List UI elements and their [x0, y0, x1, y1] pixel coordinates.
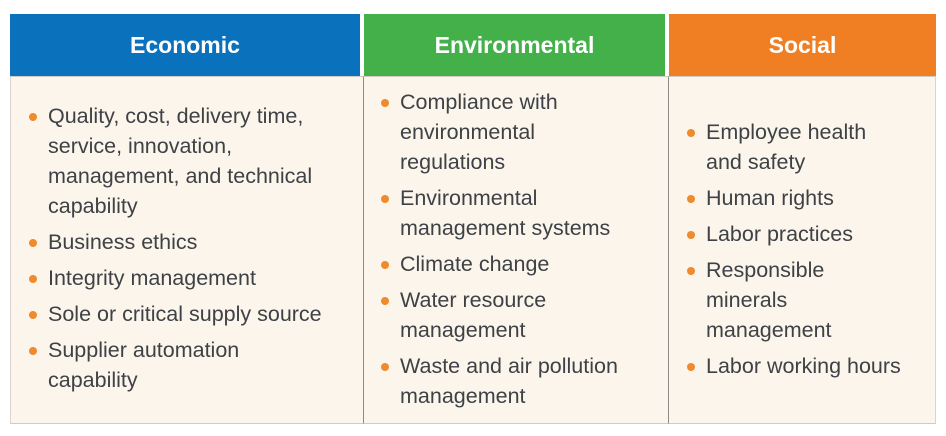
sustainability-criteria-table: Economic Environmental Social Quality, c… — [10, 14, 936, 424]
list-item-text: Integrity management — [48, 266, 256, 290]
bullet-icon — [29, 275, 37, 283]
list-item-text: Labor working hours — [706, 354, 901, 378]
bullet-icon — [687, 195, 695, 203]
bullet-icon — [381, 363, 389, 371]
list-item-text: Climate change — [400, 252, 550, 276]
economic-cell: Quality, cost, delivery time, service, i… — [10, 76, 364, 424]
list-item: Compliance with environmental regulation… — [364, 87, 668, 177]
list-item: Labor practices — [669, 219, 935, 249]
bullet-icon — [29, 239, 37, 247]
list-item: Waste and air pollution management — [364, 351, 668, 411]
list-item: Business ethics — [11, 227, 363, 257]
list-item-text: Business ethics — [48, 230, 198, 254]
bullet-icon — [381, 99, 389, 107]
bullet-icon — [687, 129, 695, 137]
list-item-text: Responsible minerals management — [706, 258, 832, 342]
list-item-text: Quality, cost, delivery time, service, i… — [48, 104, 313, 218]
list-item: Employee health and safety — [669, 117, 935, 177]
list-item: Integrity management — [11, 263, 363, 293]
bullet-icon — [381, 261, 389, 269]
list-item: Labor working hours — [669, 351, 935, 381]
header-economic: Economic — [10, 14, 364, 76]
economic-list: Quality, cost, delivery time, service, i… — [11, 101, 363, 401]
bullet-icon — [29, 347, 37, 355]
list-item: Quality, cost, delivery time, service, i… — [11, 101, 363, 221]
bullet-icon — [687, 363, 695, 371]
list-item: Human rights — [669, 183, 935, 213]
social-list: Employee health and safety Human rights … — [669, 117, 935, 387]
list-item-text: Employee health and safety — [706, 120, 867, 174]
list-item-text: Environmental management systems — [400, 186, 611, 240]
environmental-cell: Compliance with environmental regulation… — [364, 76, 669, 424]
social-cell: Employee health and safety Human rights … — [669, 76, 936, 424]
list-item-text: Waste and air pollution management — [400, 354, 618, 408]
environmental-list: Compliance with environmental regulation… — [364, 87, 668, 417]
header-social: Social — [669, 14, 936, 76]
bullet-icon — [687, 231, 695, 239]
list-item: Supplier automation capability — [11, 335, 363, 395]
header-environmental: Environmental — [364, 14, 669, 76]
list-item: Climate change — [364, 249, 668, 279]
list-item-text: Compliance with environmental regulation… — [400, 90, 558, 174]
bullet-icon — [381, 297, 389, 305]
bullet-icon — [29, 113, 37, 121]
bullet-icon — [687, 267, 695, 275]
list-item-text: Human rights — [706, 186, 834, 210]
list-item-text: Supplier automation capability — [48, 338, 240, 392]
list-item-text: Labor practices — [706, 222, 853, 246]
list-item-text: Sole or critical supply source — [48, 302, 322, 326]
list-item: Environmental management systems — [364, 183, 668, 243]
bullet-icon — [29, 311, 37, 319]
list-item: Responsible minerals management — [669, 255, 935, 345]
list-item: Water resource management — [364, 285, 668, 345]
list-item-text: Water resource management — [400, 288, 547, 342]
list-item: Sole or critical supply source — [11, 299, 363, 329]
bullet-icon — [381, 195, 389, 203]
